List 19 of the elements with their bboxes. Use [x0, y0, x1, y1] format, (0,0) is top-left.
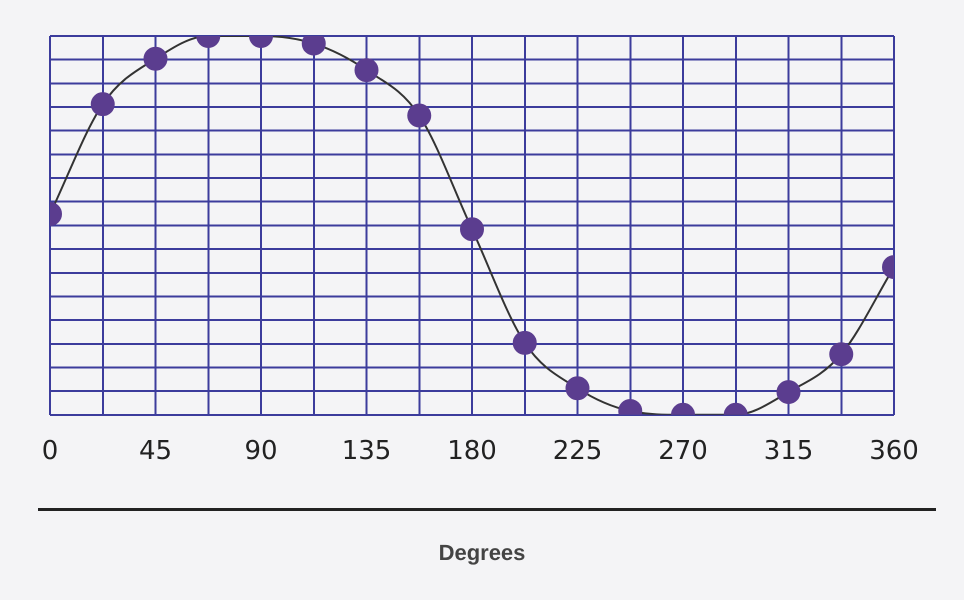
x-tick-label: 135 [342, 436, 392, 466]
x-tick-label: 90 [244, 436, 278, 466]
point [144, 46, 168, 71]
point [829, 342, 854, 366]
point [776, 380, 800, 404]
x-tick-label: 360 [869, 436, 919, 466]
x-tick-label: 225 [552, 436, 602, 466]
point [407, 104, 432, 128]
point [460, 217, 484, 242]
point [90, 92, 115, 116]
x-tick-label: 315 [764, 436, 814, 466]
x-tick-label: 180 [447, 436, 497, 466]
x-tick-label: 270 [658, 436, 708, 466]
point [566, 376, 590, 400]
x-axis-title: Degrees [438, 540, 526, 566]
x-tick-label: 45 [138, 436, 172, 466]
point [354, 58, 378, 82]
x-tick-label: 0 [42, 436, 58, 466]
point [512, 330, 537, 355]
